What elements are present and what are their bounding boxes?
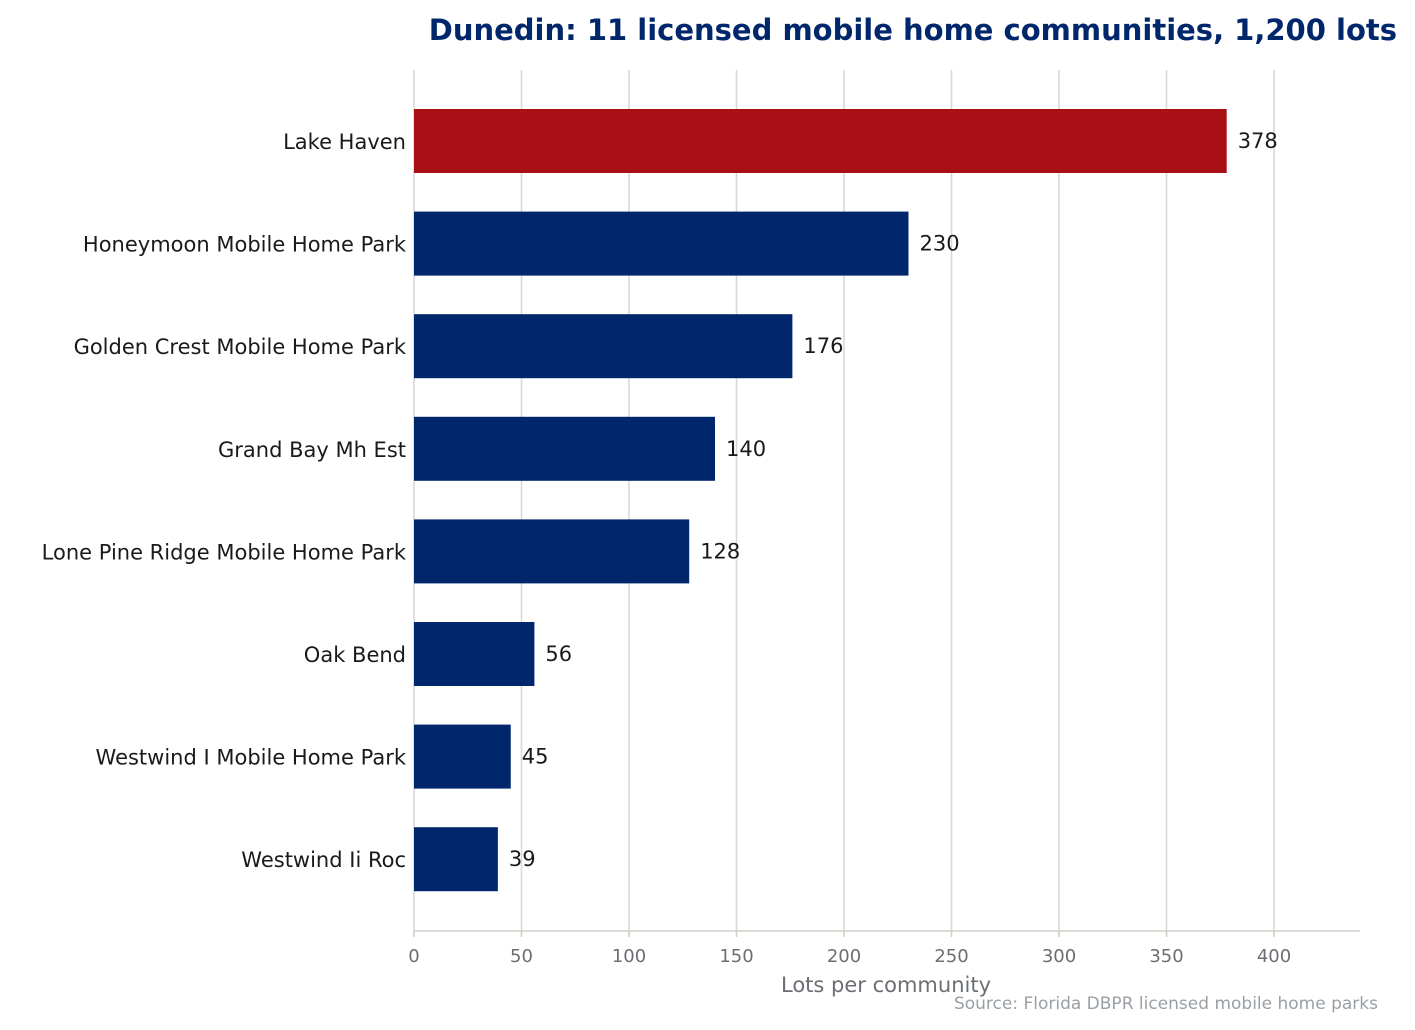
category-labels: Lake Haven Honeymoon Mobile Home Park Gold… (42, 130, 407, 872)
x-tick-label: 250 (934, 946, 968, 967)
value-label: 39 (509, 847, 536, 871)
value-label: 56 (545, 642, 572, 666)
category-label: Honeymoon Mobile Home Park (83, 233, 407, 257)
source-note: Source: Florida DBPR licensed mobile hom… (954, 994, 1378, 1014)
bar (414, 314, 793, 379)
bar (414, 519, 690, 584)
gridlines (413, 70, 1275, 931)
x-tick-label: 150 (719, 946, 753, 967)
value-label: 230 (920, 232, 960, 256)
category-label: Lone Pine Ridge Mobile Home Park (42, 540, 407, 564)
bar (414, 109, 1227, 173)
value-label: 378 (1238, 129, 1278, 153)
value-label: 128 (700, 539, 740, 563)
bar (414, 622, 535, 686)
x-tick-labels: 0 50 100 150 200 250 300 350 400 (408, 931, 1291, 967)
category-label: Oak Bend (304, 643, 406, 667)
x-tick-label: 300 (1042, 946, 1076, 967)
value-labels: 378 230 176 140 128 56 45 39 (509, 129, 1278, 871)
x-tick-label: 350 (1149, 946, 1183, 967)
value-label: 140 (726, 437, 766, 461)
category-label: Westwind Ii Roc (241, 848, 406, 872)
category-label: Golden Crest Mobile Home Park (74, 335, 407, 359)
x-tick-label: 50 (510, 946, 533, 967)
bar (414, 416, 715, 481)
category-label: Lake Haven (283, 130, 406, 154)
bars (414, 109, 1227, 892)
category-label: Westwind I Mobile Home Park (96, 746, 407, 770)
chart-title: Dunedin: 11 licensed mobile home communi… (429, 13, 1397, 47)
x-tick-label: 100 (612, 946, 646, 967)
x-tick-label: 400 (1257, 946, 1291, 967)
value-label: 45 (522, 745, 549, 769)
x-tick-label: 200 (827, 946, 861, 967)
x-tick-label: 0 (408, 946, 419, 967)
value-label: 176 (803, 334, 843, 358)
bar (414, 724, 511, 789)
bar (414, 211, 909, 276)
category-label: Grand Bay Mh Est (218, 438, 406, 462)
x-axis-title: Lots per community (781, 973, 991, 997)
bar (414, 827, 498, 892)
